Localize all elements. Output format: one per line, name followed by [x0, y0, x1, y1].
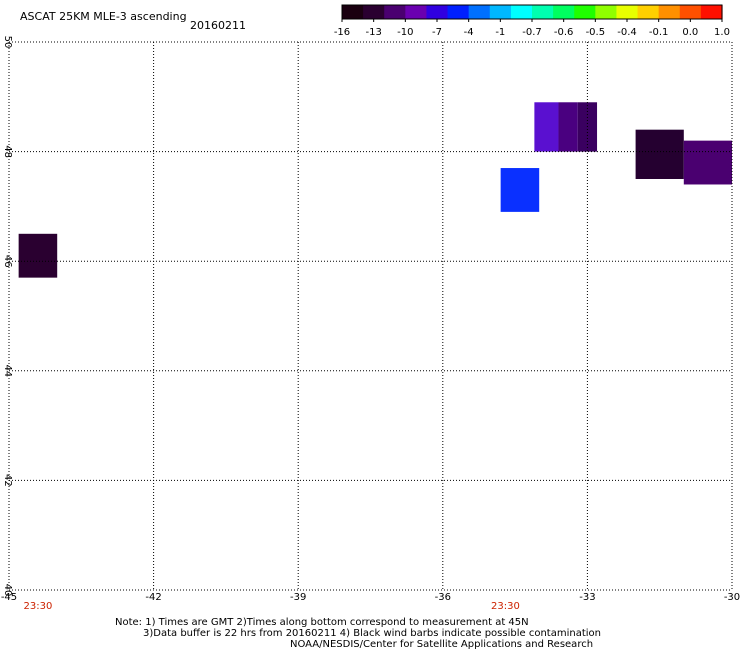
note-line-3: NOAA/NESDIS/Center for Satellite Applica… — [290, 639, 593, 650]
x-tick-label: -36 — [435, 592, 451, 603]
y-tick-label: 42 — [2, 474, 13, 487]
colorbar-swatch — [574, 5, 596, 19]
data-cell — [500, 168, 540, 212]
y-tick-label: 44 — [2, 364, 13, 377]
data-cell — [683, 140, 732, 185]
data-cell — [534, 102, 559, 152]
x-tick-label: -39 — [290, 592, 306, 603]
x-tick-label: -33 — [579, 592, 595, 603]
colorbar-swatch — [384, 5, 406, 19]
colorbar-label: -1 — [495, 27, 505, 38]
colorbar-swatch — [658, 5, 681, 19]
colorbar-label: -0.1 — [649, 27, 669, 38]
colorbar-swatch — [595, 5, 618, 19]
colorbar-swatch — [342, 5, 364, 19]
time-labels: 23:30 23:30 — [24, 601, 520, 612]
colorbar-swatch — [447, 5, 470, 19]
colorbar-label: -0.4 — [617, 27, 637, 38]
x-tick-label: -42 — [145, 592, 161, 603]
colorbar-label: -16 — [334, 27, 350, 38]
y-axis-ticks: 40 42 44 46 48 50 — [2, 36, 13, 597]
chart-title: ASCAT 25KM MLE-3 ascending — [20, 10, 187, 23]
y-tick-label: 46 — [2, 255, 13, 268]
y-tick-label: 48 — [2, 145, 13, 158]
colorbar-swatch — [637, 5, 660, 19]
colorbar-label: -0.6 — [554, 27, 574, 38]
colorbar-label: -0.5 — [586, 27, 606, 38]
colorbar-swatch — [489, 5, 512, 19]
colorbar-swatch — [426, 5, 449, 19]
x-tick-label: -45 — [1, 592, 17, 603]
y-tick-label: 50 — [2, 36, 13, 49]
colorbar-swatch — [553, 5, 575, 19]
time-label: 23:30 — [24, 601, 53, 612]
x-axis-ticks: -45 -42 -39 -36 -33 -30 — [1, 592, 740, 603]
y-tick-label: 40 — [2, 584, 13, 597]
colorbar-swatch — [616, 5, 639, 19]
colorbar-swatch — [532, 5, 554, 19]
colorbar-label: 1.0 — [714, 27, 730, 38]
colorbar-swatch — [510, 5, 533, 19]
colorbar-swatch — [468, 5, 491, 19]
time-label: 23:30 — [491, 601, 520, 612]
data-cell — [18, 233, 58, 278]
data-cell — [635, 129, 684, 179]
colorbar-label: -13 — [365, 27, 381, 38]
note-line-2: 3)Data buffer is 22 hrs from 20160211 4)… — [143, 628, 601, 639]
colorbar-swatch — [363, 5, 385, 19]
colorbar-label: -4 — [464, 27, 474, 38]
data-cell — [558, 102, 578, 152]
colorbar-swatch — [679, 5, 702, 19]
x-tick-label: -30 — [724, 592, 740, 603]
data-cells — [18, 102, 732, 278]
grid-lines — [8, 41, 733, 591]
colorbar-swatch — [700, 5, 723, 19]
colorbar-swatch — [405, 5, 428, 19]
note-line-1: Note: 1) Times are GMT 2)Times along bot… — [115, 617, 529, 628]
colorbar-label: -7 — [432, 27, 442, 38]
colorbar: -16 -13 -10 -7 -4 -1 -0.7 -0.6 -0.5 -0.4 -0.1 0.0 1.… — [334, 4, 730, 38]
colorbar-label: -0.7 — [522, 27, 542, 38]
chart-date: 20160211 — [190, 19, 246, 32]
colorbar-label: 0.0 — [682, 27, 698, 38]
colorbar-label: -10 — [397, 27, 413, 38]
